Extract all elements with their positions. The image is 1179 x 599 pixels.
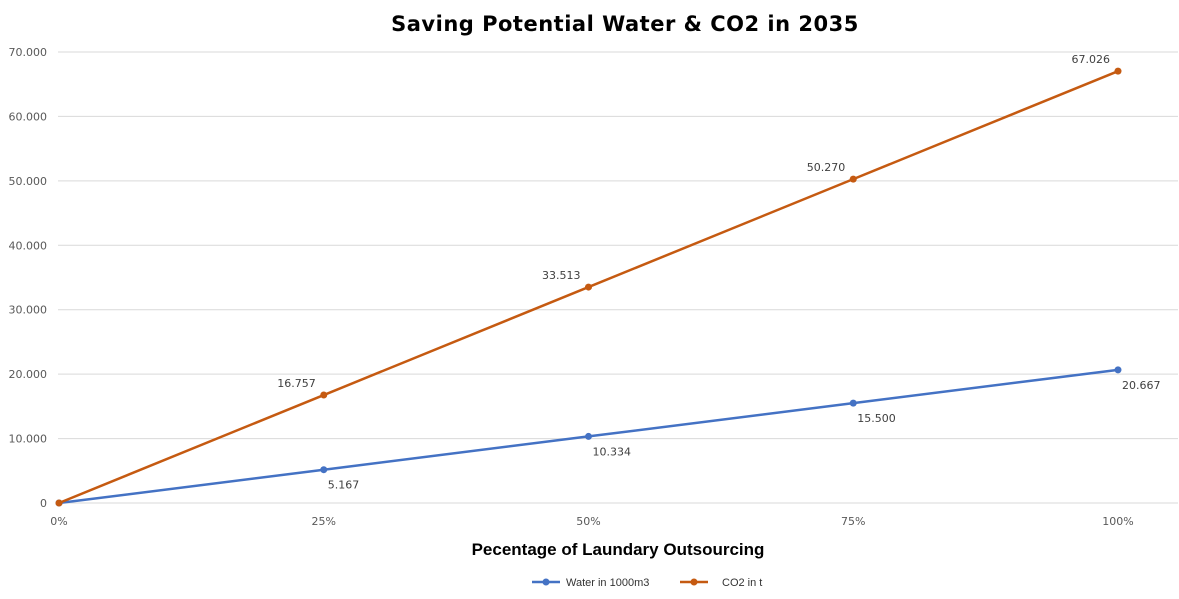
legend-item-water-in-1000m3: Water in 1000m3 xyxy=(532,577,649,589)
x-tick-label: 50% xyxy=(576,515,600,528)
data-point-co2-in-t xyxy=(849,175,857,183)
legend-label: CO2 in t xyxy=(722,577,762,589)
data-point-water-in-1000m3 xyxy=(320,466,328,474)
data-label-co2-in-t: 67.026 xyxy=(1072,53,1111,66)
y-tick-label: 30.000 xyxy=(9,304,48,317)
series-lines xyxy=(55,67,1122,507)
legend-marker-icon xyxy=(690,578,698,586)
data-label-co2-in-t: 50.270 xyxy=(807,161,846,174)
y-tick-label: 50.000 xyxy=(9,175,48,188)
y-tick-label: 60.000 xyxy=(9,110,48,123)
data-label-co2-in-t: 33.513 xyxy=(542,269,581,282)
data-label-water-in-1000m3: 15.500 xyxy=(857,412,896,425)
y-tick-label: 0 xyxy=(40,497,47,510)
x-tick-label: 75% xyxy=(841,515,865,528)
data-point-co2-in-t xyxy=(55,499,63,507)
data-point-water-in-1000m3 xyxy=(1114,366,1122,374)
data-point-co2-in-t xyxy=(1114,67,1122,75)
data-label-water-in-1000m3: 10.334 xyxy=(593,445,632,458)
y-tick-label: 40.000 xyxy=(9,239,48,252)
legend-label: Water in 1000m3 xyxy=(566,577,649,589)
y-tick-label: 20.000 xyxy=(9,368,48,381)
legend-item-co2-in-t: CO2 in t xyxy=(680,577,762,589)
x-tick-label: 100% xyxy=(1102,515,1133,528)
data-label-water-in-1000m3: 20.667 xyxy=(1122,379,1161,392)
x-axis-title: Pecentage of Laundary Outsourcing xyxy=(472,540,765,559)
x-tick-label: 25% xyxy=(312,515,336,528)
data-label-co2-in-t: 16.757 xyxy=(277,377,316,390)
chart-title: Saving Potential Water & CO2 in 2035 xyxy=(391,12,859,36)
data-point-water-in-1000m3 xyxy=(585,432,592,440)
y-axis-ticks: 0 10.000 20.000 30.000 40.000 50.000 60.000 70.… xyxy=(9,46,48,510)
data-point-co2-in-t xyxy=(320,391,328,399)
data-label-water-in-1000m3: 5.167 xyxy=(328,479,360,492)
x-tick-label: 0% xyxy=(50,515,67,528)
gridlines xyxy=(58,51,1178,504)
data-point-water-in-1000m3 xyxy=(849,399,857,407)
data-labels: 5.167 10.334 15.500 20.667 16.757 33.513 50.27… xyxy=(277,53,1160,492)
y-tick-label: 10.000 xyxy=(9,433,48,446)
data-point-co2-in-t xyxy=(585,283,592,291)
legend: Water in 1000m3 CO2 in t xyxy=(532,577,762,589)
legend-marker-icon xyxy=(542,578,550,586)
x-axis-ticks: 0% 25% 50% 75% 100% xyxy=(50,515,1133,528)
y-tick-label: 70.000 xyxy=(9,46,48,59)
